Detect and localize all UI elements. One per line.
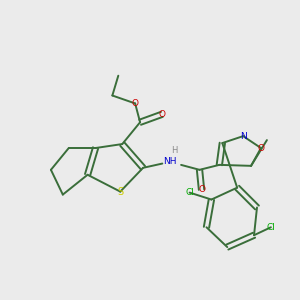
Text: H: H: [172, 146, 178, 154]
Text: S: S: [117, 187, 123, 196]
Text: NH: NH: [163, 158, 177, 166]
Text: O: O: [158, 110, 165, 119]
Text: Cl: Cl: [185, 188, 194, 197]
Text: O: O: [132, 99, 139, 108]
Text: O: O: [198, 185, 205, 194]
Text: Cl: Cl: [266, 223, 275, 232]
Text: O: O: [257, 143, 265, 152]
Text: N: N: [240, 132, 247, 141]
